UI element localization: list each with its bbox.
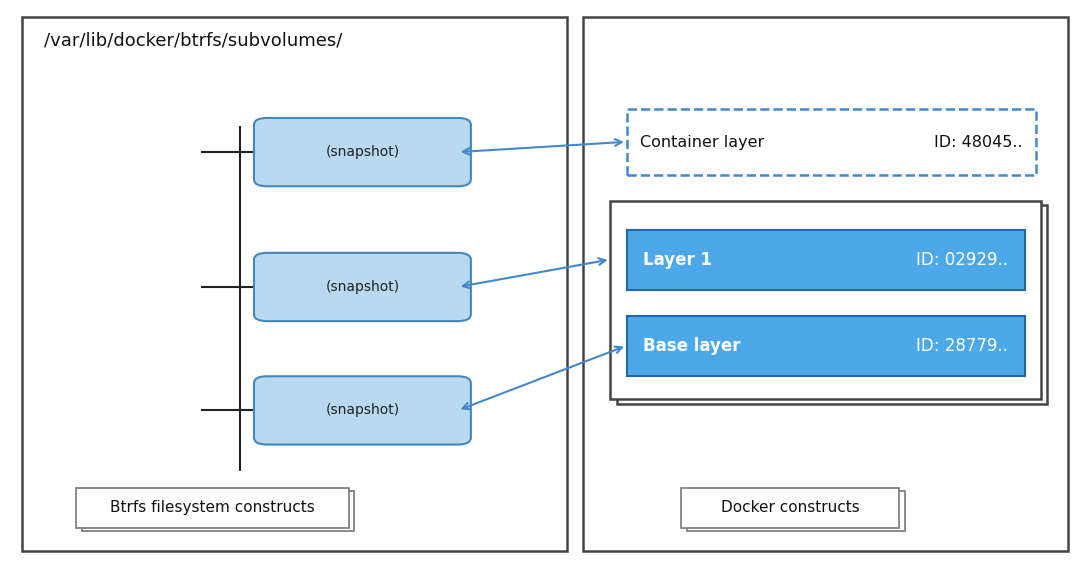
- FancyBboxPatch shape: [617, 205, 1047, 404]
- Text: ID: 02929..: ID: 02929..: [917, 251, 1008, 269]
- FancyBboxPatch shape: [681, 488, 899, 528]
- Text: Btrfs filesystem constructs: Btrfs filesystem constructs: [110, 501, 315, 515]
- Text: Container layer: Container layer: [640, 134, 764, 150]
- FancyBboxPatch shape: [610, 201, 1041, 399]
- FancyBboxPatch shape: [22, 17, 567, 551]
- FancyBboxPatch shape: [687, 491, 905, 531]
- Text: ID: 48045..: ID: 48045..: [934, 134, 1022, 150]
- FancyBboxPatch shape: [254, 377, 471, 444]
- Text: (snapshot): (snapshot): [325, 280, 400, 294]
- Text: (snapshot): (snapshot): [325, 404, 400, 417]
- Text: /var/lib/docker/btrfs/subvolumes/: /var/lib/docker/btrfs/subvolumes/: [44, 32, 342, 49]
- FancyBboxPatch shape: [254, 118, 471, 186]
- Text: Docker constructs: Docker constructs: [720, 501, 860, 515]
- FancyBboxPatch shape: [627, 230, 1025, 290]
- FancyBboxPatch shape: [76, 488, 349, 528]
- FancyBboxPatch shape: [82, 491, 354, 531]
- Text: (snapshot): (snapshot): [325, 145, 400, 159]
- Text: Layer 1: Layer 1: [643, 251, 712, 269]
- FancyBboxPatch shape: [254, 253, 471, 321]
- FancyBboxPatch shape: [627, 316, 1025, 376]
- Text: ID: 28779..: ID: 28779..: [917, 337, 1008, 355]
- FancyBboxPatch shape: [627, 109, 1036, 175]
- FancyBboxPatch shape: [583, 17, 1068, 551]
- Text: Base layer: Base layer: [643, 337, 740, 355]
